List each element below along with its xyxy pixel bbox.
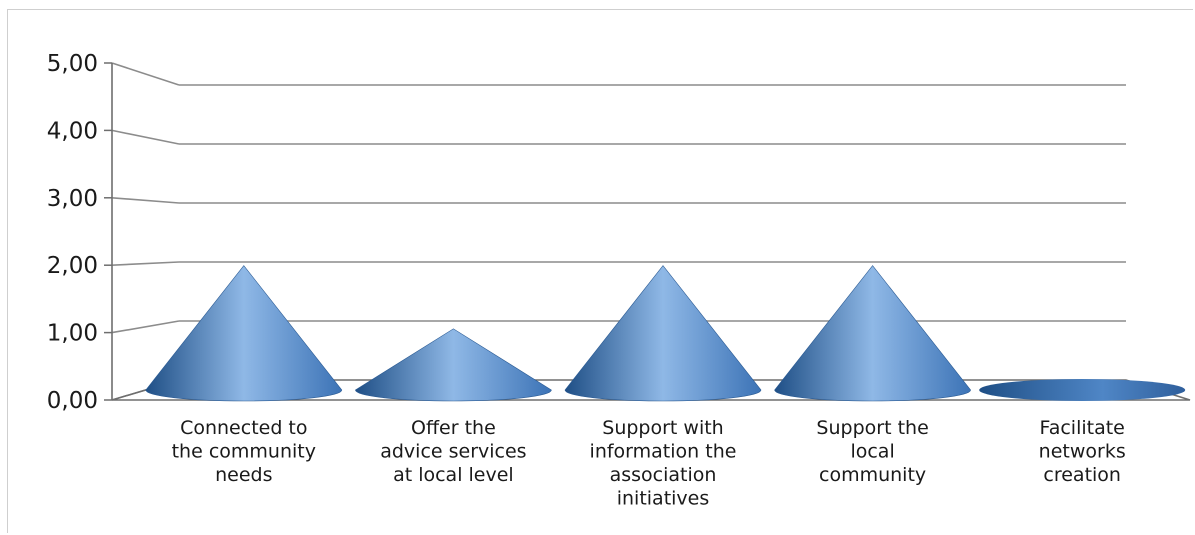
category-labels: Connected to the community needs Offer the a… [172, 417, 1126, 510]
cones [145, 265, 1186, 402]
gridline [104, 129, 1126, 145]
cone-3 [564, 265, 762, 402]
y-tick-labels: 0,00 1,00 2,00 3,00 4,00 5,00 [47, 51, 98, 414]
y-tick-label: 5,00 [47, 51, 98, 77]
gridline [104, 197, 1126, 204]
y-tick-label: 3,00 [47, 186, 98, 212]
category-label: Support with information the association in… [590, 417, 737, 510]
gridline [104, 261, 1126, 266]
cone-5 [979, 379, 1186, 401]
chart-frame [7, 9, 1193, 533]
category-label: Support the local community [816, 417, 928, 486]
y-tick-label: 0,00 [47, 388, 98, 414]
y-tick-label: 2,00 [47, 253, 98, 279]
y-tick-label: 1,00 [47, 321, 98, 347]
gridline [104, 62, 1126, 86]
cone-1 [145, 265, 343, 402]
category-label: Offer the advice services at local level [380, 417, 526, 486]
grid-lines [104, 62, 1126, 401]
y-tick-label: 4,00 [47, 118, 98, 144]
cone-4 [774, 265, 971, 402]
category-label: Facilitate networks creation [1039, 417, 1126, 486]
cone-2 [355, 328, 552, 402]
category-label: Connected to the community needs [172, 417, 316, 486]
